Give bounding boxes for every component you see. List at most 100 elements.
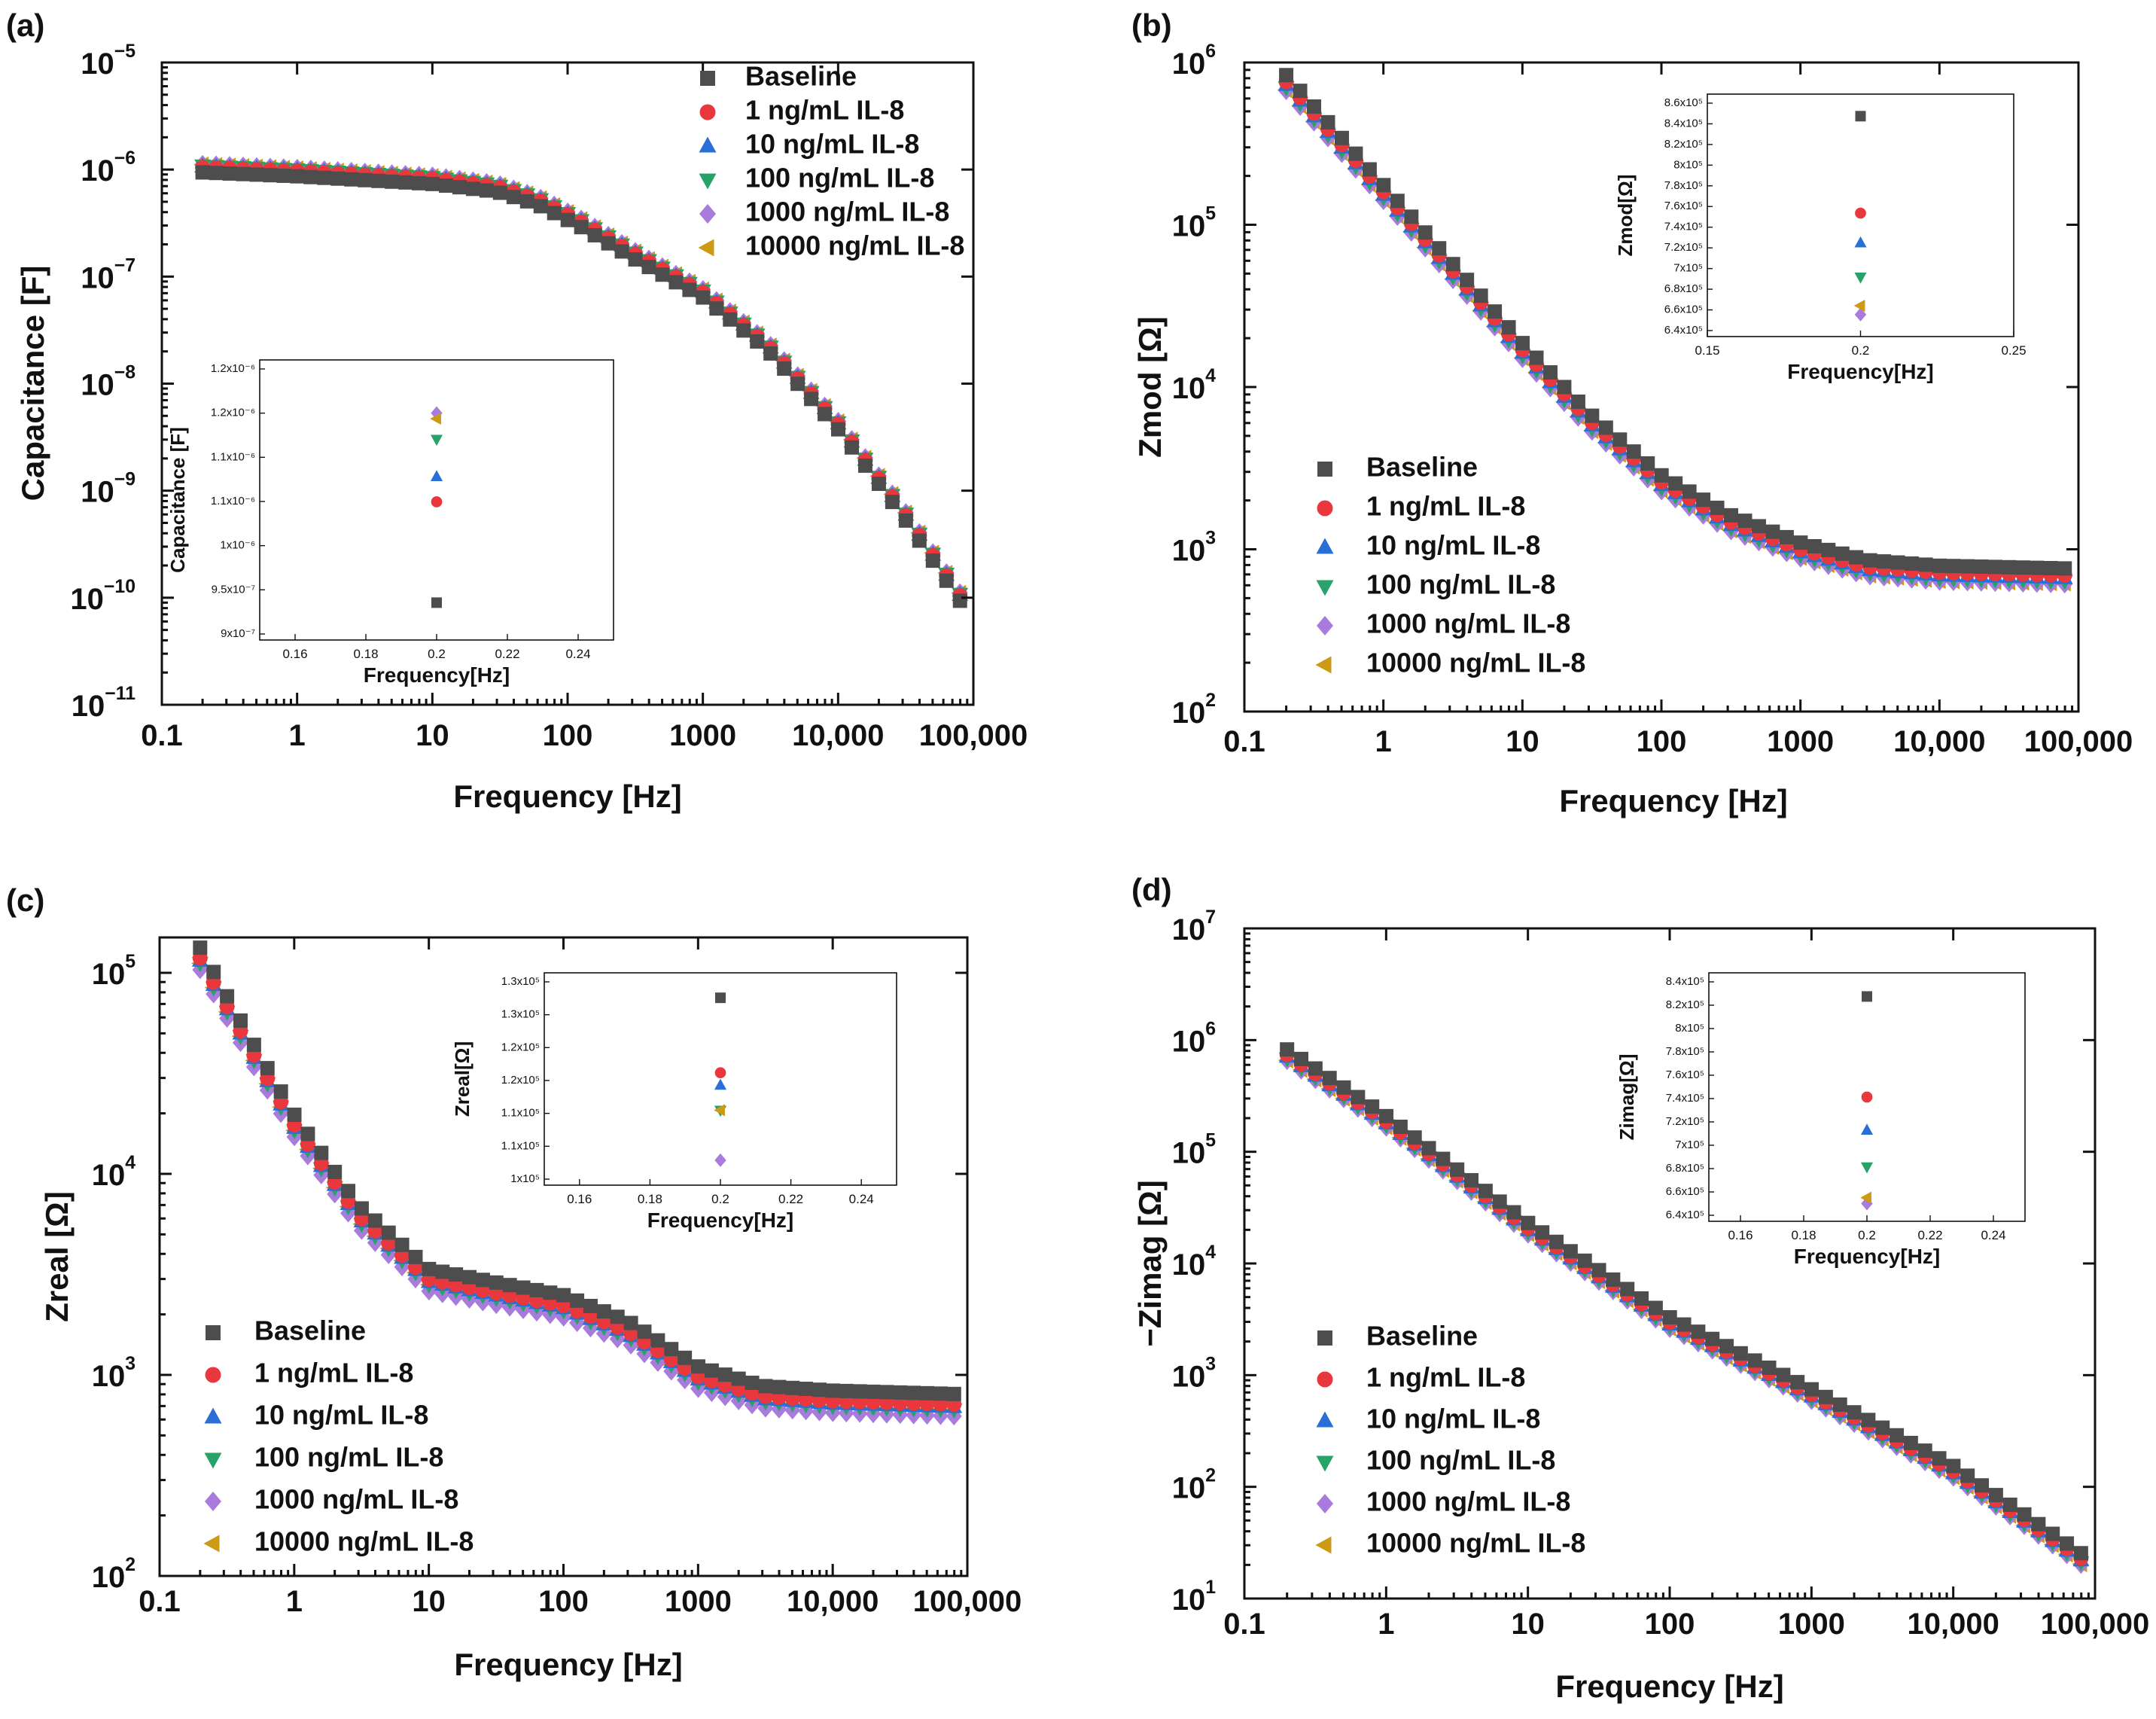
inset-point <box>431 597 442 608</box>
panel-label: (b) <box>1131 8 1172 43</box>
data-point <box>1737 514 1753 529</box>
data-point <box>1719 1339 1734 1354</box>
inset-y-tick-label: 8.2x10⁵ <box>1664 138 1703 151</box>
data-point <box>1790 1375 1805 1390</box>
legend-label: 10000 ng/mL IL-8 <box>254 1526 474 1557</box>
data-point <box>920 1385 935 1400</box>
data-points <box>193 154 969 608</box>
tick-exponent: 3 <box>125 1354 136 1374</box>
y-tick-label: 105 <box>1172 1130 1217 1169</box>
data-point <box>2030 560 2045 575</box>
inset-point <box>1862 991 1872 1002</box>
tick-exponent: −10 <box>104 576 136 596</box>
data-point <box>745 1375 760 1390</box>
data-point <box>1762 1360 1777 1375</box>
legend-label: 10 ng/mL IL-8 <box>745 129 919 160</box>
inset-point <box>1860 1162 1874 1174</box>
inset-y-tick-label: 6.4x10⁵ <box>1666 1208 1704 1221</box>
x-tick-label: 100,000 <box>919 719 1028 752</box>
inset-x-tick-label: 0.16 <box>1728 1228 1753 1242</box>
data-point <box>1747 1353 1762 1368</box>
data-point <box>1975 1478 1990 1493</box>
legend-label: 100 ng/mL IL-8 <box>745 163 934 194</box>
data-point <box>1654 468 1669 483</box>
data-point <box>583 1298 598 1313</box>
inset-point <box>430 470 443 481</box>
tick-exponent: 2 <box>125 1555 136 1575</box>
data-point <box>300 1126 315 1141</box>
y-tick-label: 103 <box>1172 528 1216 567</box>
panel-a: (a)0.1 1 10 100 1000 10,000 100,00010−1110−101… <box>6 8 1028 814</box>
legend-marker <box>699 204 716 224</box>
data-point <box>1861 1413 1876 1428</box>
inset-x-title: Frequency[Hz] <box>1787 360 1933 383</box>
data-point <box>1932 1451 1947 1466</box>
data-point <box>465 181 480 197</box>
inset-y-tick-label: 1.3x10⁵ <box>501 1008 540 1021</box>
data-point <box>475 1272 490 1288</box>
inset-x-tick-label: 0.2 <box>428 647 446 661</box>
legend-marker <box>699 104 716 120</box>
y-tick-label: 102 <box>1172 1465 1216 1504</box>
inset-y-tick-label: 7.8x10⁵ <box>1664 179 1703 192</box>
data-point <box>1294 1051 1309 1066</box>
tick-exponent: 1 <box>1205 1577 1216 1598</box>
inset-y-tick-label: 8.6x10⁵ <box>1664 96 1703 109</box>
data-point <box>1877 554 1892 569</box>
inset-x-tick-label: 0.25 <box>2001 343 2026 358</box>
data-point <box>516 1280 531 1295</box>
data-point <box>866 1384 881 1399</box>
data-point <box>655 267 670 282</box>
y-axis-title: −Zimag [Ω] <box>1132 1180 1168 1347</box>
inset-y-tick-label: 1.1x10⁻⁶ <box>211 495 255 507</box>
inset-y-tick-label: 7.2x10⁵ <box>1666 1115 1704 1128</box>
data-point <box>1918 557 1933 572</box>
data-point <box>222 166 237 181</box>
data-point <box>1488 304 1503 319</box>
data-point <box>560 212 575 227</box>
data-point <box>1336 1080 1351 1095</box>
tick-exponent: 6 <box>1205 1019 1216 1039</box>
data-point <box>668 275 684 290</box>
tick-mantissa: 10 <box>72 690 105 723</box>
legend-label: 100 ng/mL IL-8 <box>1366 569 1555 600</box>
data-point <box>1691 1324 1706 1340</box>
data-point <box>1501 320 1516 335</box>
tick-exponent: 4 <box>1205 1242 1216 1263</box>
inset-x-tick-label: 0.22 <box>1917 1228 1942 1242</box>
data-point <box>354 1201 369 1216</box>
panel-label: (c) <box>6 882 44 918</box>
data-point <box>1676 1317 1692 1332</box>
data-point <box>628 252 643 267</box>
data-point <box>276 168 291 183</box>
x-tick-label: 1 <box>1375 725 1392 758</box>
inset-y-tick-label: 1.2x10⁻⁶ <box>211 407 255 419</box>
inset-point <box>1854 273 1867 284</box>
inset-y-tick-label: 6.6x10⁵ <box>1664 303 1703 316</box>
data-point <box>1862 553 1877 568</box>
data-points <box>190 940 963 1426</box>
y-tick-label: 10−6 <box>81 148 136 187</box>
inset: 0.15 0.2 0.25 6.4x10⁵ 6.6x10⁵ 6.8x10⁵ 7x10⁵ 7.2… <box>1614 93 2027 383</box>
inset-x-tick-label: 0.16 <box>282 647 307 661</box>
tick-exponent: 3 <box>1205 528 1216 548</box>
data-point <box>1460 273 1475 288</box>
data-point <box>438 178 453 194</box>
legend-marker <box>1316 538 1334 554</box>
data-point <box>193 940 208 956</box>
inset-x-tick-label: 0.2 <box>711 1192 729 1206</box>
inset-y-tick-label: 7.6x10⁵ <box>1664 200 1703 212</box>
inset-point <box>714 1067 726 1079</box>
data-point <box>1492 1194 1507 1209</box>
legend-marker <box>204 1452 222 1469</box>
data-point <box>1404 209 1419 224</box>
x-axis-title: Frequency [Hz] <box>454 1647 682 1682</box>
data-point <box>641 260 656 275</box>
data-point <box>327 1164 343 1179</box>
data-point <box>273 1084 288 1099</box>
inset-y-tick-label: 7.2x10⁵ <box>1664 241 1703 254</box>
tick-exponent: 5 <box>1205 203 1216 224</box>
x-tick-label: 10,000 <box>1893 725 1985 758</box>
